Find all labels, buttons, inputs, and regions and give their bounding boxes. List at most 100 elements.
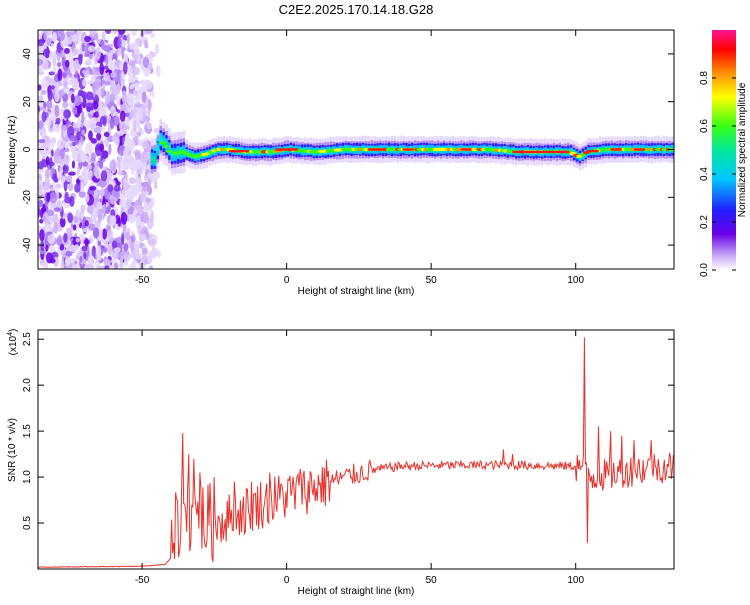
noise-blob	[63, 47, 70, 54]
noise-blob	[140, 104, 147, 110]
noise-blob	[38, 138, 46, 144]
noise-blob	[121, 232, 125, 246]
noise-blob	[45, 244, 49, 252]
noise-blob	[48, 71, 55, 76]
noise-blob	[112, 191, 120, 198]
noise-blob	[65, 59, 70, 68]
noise-blob	[62, 101, 69, 109]
noise-blob	[80, 204, 86, 213]
noise-blob	[109, 196, 117, 205]
noise-blob	[46, 225, 53, 232]
noise-blob	[45, 156, 50, 166]
signal-band-cell	[168, 145, 171, 153]
noise-blob	[63, 147, 70, 153]
noise-blob	[41, 82, 50, 88]
noise-blob	[131, 167, 135, 176]
noise-blob	[81, 129, 85, 136]
noise-blob	[74, 260, 78, 265]
noise-blob	[150, 248, 158, 259]
noise-blob	[122, 61, 128, 75]
snr-x-label: Height of straight line (km)	[298, 586, 415, 597]
noise-blob	[96, 132, 102, 141]
noise-blob	[123, 205, 128, 215]
noise-blob	[78, 175, 85, 181]
noise-blob	[56, 139, 65, 150]
noise-blob	[38, 150, 41, 162]
noise-blob	[61, 125, 68, 132]
noise-blob	[68, 101, 74, 108]
noise-blob	[99, 62, 104, 76]
noise-blob	[125, 198, 131, 210]
noise-blob	[80, 150, 86, 163]
noise-blob	[43, 150, 48, 160]
y-tick-label: 0	[22, 146, 33, 152]
snr-y-ticks: 0.5 1.0 1.5 2.0 2.5	[22, 332, 674, 530]
noise-blob	[125, 132, 130, 146]
noise-blob	[75, 178, 80, 185]
noise-blob	[82, 216, 87, 230]
noise-blob	[117, 30, 126, 35]
noise-blob	[110, 82, 116, 94]
noise-blob	[155, 65, 161, 77]
noise-blob	[69, 146, 76, 153]
noise-blob	[54, 104, 60, 118]
noise-blob	[116, 96, 121, 107]
noise-blob	[72, 47, 79, 56]
noise-blob	[124, 118, 131, 126]
noise-blob	[47, 89, 53, 102]
noise-blob	[66, 227, 73, 235]
noise-blob	[53, 220, 58, 234]
noise-blob	[60, 175, 66, 184]
noise-blob	[84, 35, 92, 43]
x-tick-label: 100	[567, 275, 584, 286]
noise-blob	[74, 183, 81, 193]
noise-blob	[132, 90, 138, 97]
noise-blob	[40, 240, 45, 252]
noise-blob	[114, 247, 121, 253]
colorbar-tick-label: 0.6	[699, 119, 710, 133]
noise-blob	[134, 103, 143, 108]
noise-blob	[130, 201, 136, 206]
noise-blob	[72, 127, 80, 132]
signal-peak-streak	[460, 148, 472, 151]
noise-blob	[84, 238, 89, 248]
noise-blob	[145, 169, 150, 174]
noise-blob	[88, 223, 95, 231]
noise-blob	[86, 263, 95, 269]
noise-blob	[48, 78, 56, 86]
noise-blob	[46, 116, 52, 127]
noise-blob	[81, 227, 90, 233]
noise-blob	[93, 33, 99, 41]
signal-peak-streak	[228, 149, 250, 153]
noise-blob	[150, 33, 156, 38]
noise-blob	[103, 203, 107, 210]
noise-blob	[126, 33, 131, 45]
noise-blob	[123, 242, 129, 252]
noise-blob	[91, 247, 95, 257]
noise-blob	[104, 81, 112, 86]
noise-blob	[67, 182, 74, 191]
x-tick-label: -50	[135, 275, 150, 286]
signal-peak-blob	[163, 144, 169, 148]
noise-blob	[38, 111, 42, 122]
noise-blob	[76, 165, 80, 176]
noise-blob	[123, 148, 128, 160]
noise-blob	[88, 172, 92, 181]
noise-blob	[119, 133, 123, 146]
colorbar-tick-label: 0.2	[699, 215, 710, 229]
noise-blob	[143, 174, 148, 182]
noise-blob	[67, 36, 73, 43]
noise-blob	[124, 232, 131, 241]
noise-blob	[81, 245, 88, 252]
noise-blob	[72, 224, 77, 231]
noise-blob	[149, 90, 155, 97]
noise-blob	[63, 154, 70, 166]
noise-blob	[145, 30, 153, 35]
noise-blob	[47, 209, 55, 217]
noise-blob	[140, 233, 147, 241]
noise-blob	[38, 84, 42, 91]
noise-blob	[106, 229, 114, 240]
noise-blob	[112, 53, 116, 60]
noise-blob	[97, 210, 102, 224]
noise-blob	[48, 161, 55, 167]
